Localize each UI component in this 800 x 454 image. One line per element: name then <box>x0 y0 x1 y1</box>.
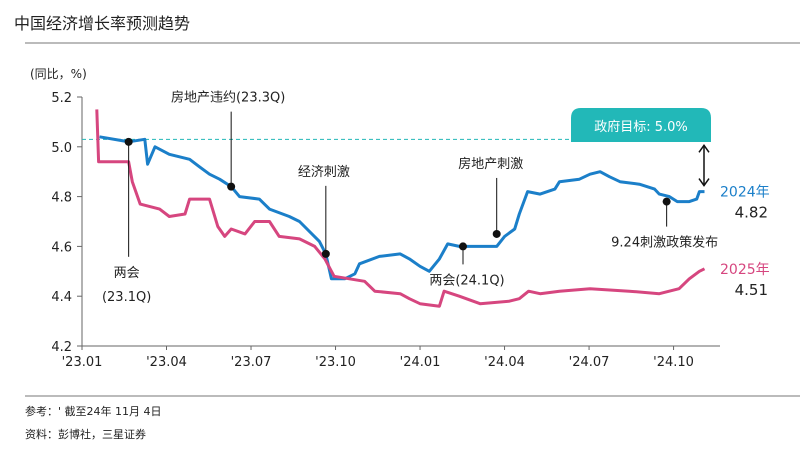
annotation-dot <box>321 249 330 258</box>
annotation-dot <box>227 182 236 191</box>
y-tick-label: 4.4 <box>51 290 72 305</box>
annotation-label: 经济刺激 <box>298 165 350 180</box>
x-tick-label: '23.10 <box>315 355 356 370</box>
target-label-box <box>571 108 711 142</box>
annotation-label: 两会(24.1Q) <box>429 273 504 288</box>
y-tick-label: 5.0 <box>51 141 72 156</box>
annotation-dot <box>492 229 501 238</box>
annotation-dot <box>458 242 467 251</box>
annotation-dot <box>662 197 671 206</box>
plot-area: 4.2 4.4 4.6 4.8 5.0 5.2 '23.01 '23.04 '23.07 '23.… <box>51 90 769 370</box>
y-tick-label: 4.2 <box>51 340 72 355</box>
y-tick-label: 4.8 <box>51 191 72 206</box>
y-unit-label: (同比，%) <box>30 67 87 81</box>
chart-title: 中国经济增长率预测趋势 <box>14 14 190 33</box>
series-legend-label: 2025年 <box>720 262 770 278</box>
x-tick-label: '23.04 <box>146 355 187 370</box>
x-tick-label: '23.07 <box>231 355 272 370</box>
annotation-label: 9.24刺激政策发布 <box>611 235 718 251</box>
annotation-sublabel: (23.1Q) <box>102 290 151 305</box>
series-line-2025年 <box>95 109 706 308</box>
annotation-label: 房地产刺激 <box>458 156 523 172</box>
target-label: 政府目标: 5.0% <box>594 120 688 135</box>
x-tick-label: '24.01 <box>400 355 441 370</box>
series-last-value: 4.82 <box>735 204 768 222</box>
series-last-value: 4.51 <box>735 281 768 299</box>
annotation-label: 两会 <box>114 266 140 281</box>
x-tick-label: '24.04 <box>484 355 525 370</box>
source-note: 资料：彭博社，三星证券 <box>25 427 146 441</box>
footnote: 参考：' 截至24年 11月 4日 <box>25 404 162 418</box>
arrow-head-up-icon <box>698 144 710 153</box>
annotation-label: 房地产违约(23.3Q) <box>171 90 285 106</box>
x-tick-label: '23.01 <box>62 355 103 370</box>
x-tick-label: '24.07 <box>569 355 610 370</box>
y-tick-label: 5.2 <box>51 91 72 106</box>
series-line-2024年 <box>99 135 705 281</box>
annotation-dot <box>124 137 133 146</box>
y-tick-label: 4.6 <box>51 240 72 255</box>
arrow-head-down-icon <box>698 178 710 187</box>
series-legend-label: 2024年 <box>720 185 770 201</box>
x-tick-label: '24.10 <box>653 355 694 370</box>
